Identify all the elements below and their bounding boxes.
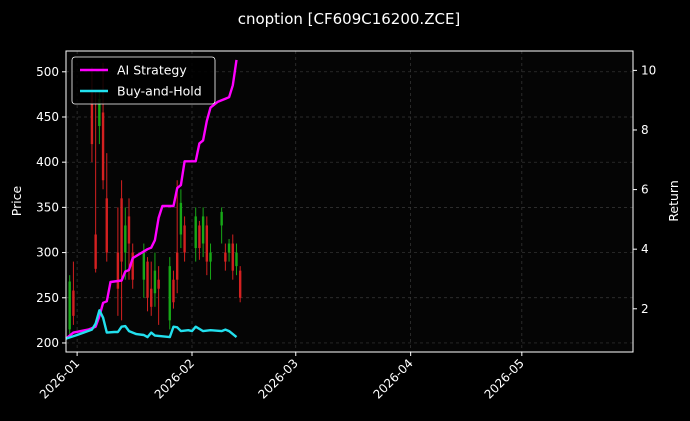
right-y-axis-label: Return	[666, 180, 681, 221]
left-tick-label: 200	[36, 336, 59, 350]
left-y-axis: 200 250 300 350 400 450 500	[36, 65, 66, 350]
candle-body	[116, 252, 120, 289]
candle-body	[90, 89, 94, 145]
candle-body	[227, 243, 231, 253]
candle-body	[183, 225, 186, 253]
left-tick-label: 250	[36, 291, 59, 305]
candle-body	[235, 252, 238, 267]
candle-body	[201, 216, 205, 244]
candle-body	[220, 211, 223, 226]
candle-body	[72, 290, 75, 316]
candle-body	[131, 252, 134, 280]
candle-body	[98, 98, 101, 127]
right-tick-label: 10	[641, 63, 656, 77]
candle-body	[142, 252, 146, 280]
legend-label-ai-strategy: AI Strategy	[117, 63, 187, 78]
candle-body	[101, 112, 105, 181]
left-tick-label: 500	[36, 65, 59, 79]
left-tick-label: 350	[36, 200, 59, 214]
legend-label-buy-and-hold: Buy-and-Hold	[117, 84, 202, 99]
candle-body	[209, 252, 212, 262]
candle-body	[231, 243, 234, 271]
right-y-axis: 2 4 6 8 10	[633, 63, 656, 316]
chart-title: cnoption [CF609C16200.ZCE]	[238, 10, 461, 28]
right-tick-label: 6	[641, 183, 649, 197]
candle-body	[124, 225, 127, 253]
candle-body	[120, 198, 123, 262]
candle-body	[194, 216, 197, 249]
candle-body	[105, 198, 108, 253]
candle-body	[168, 266, 171, 321]
candle-body	[68, 281, 71, 330]
right-tick-label: 8	[641, 123, 649, 137]
candle-body	[150, 288, 153, 307]
candle-body	[205, 225, 209, 262]
candle-body	[175, 252, 179, 280]
legend: AI Strategy Buy-and-Hold	[71, 56, 216, 105]
candle-body	[172, 279, 175, 303]
candle-body	[146, 261, 149, 298]
candle-body	[238, 270, 242, 298]
candle-body	[198, 225, 201, 249]
return-series	[65, 59, 238, 340]
buy-and-hold-line	[65, 309, 238, 340]
candle-body	[224, 252, 227, 262]
left-y-axis-label: Price	[9, 185, 24, 216]
left-tick-label: 400	[36, 155, 59, 169]
right-tick-label: 2	[641, 302, 649, 316]
candle-body	[179, 202, 183, 235]
ai-strategy-line	[65, 59, 238, 340]
candle-body	[153, 270, 157, 294]
candle-body	[157, 279, 160, 289]
candle-body	[127, 216, 131, 244]
left-tick-label: 300	[36, 246, 59, 260]
right-tick-label: 4	[641, 242, 649, 256]
left-tick-label: 450	[36, 110, 59, 124]
candle-body	[94, 234, 97, 269]
plot-frame	[65, 50, 634, 353]
candlesticks	[68, 62, 242, 339]
